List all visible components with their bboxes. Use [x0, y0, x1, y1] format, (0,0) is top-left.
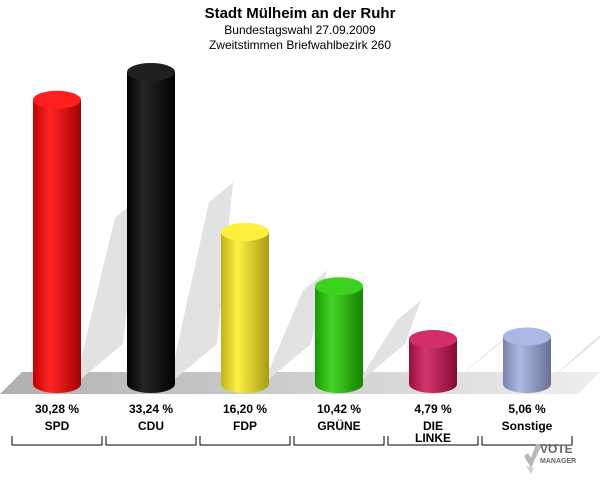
bar-cdu [127, 63, 233, 393]
value-label: 30,28 % [35, 402, 79, 416]
bar-body [409, 339, 457, 393]
bar-fdp [221, 222, 327, 393]
bar-body [221, 231, 269, 393]
bar-top [127, 63, 175, 81]
logo-text-vote: VOTE [540, 442, 573, 456]
bar-top [503, 327, 551, 346]
category-bracket [387, 436, 479, 446]
value-label: 4,79 % [414, 402, 452, 416]
bar-shadow [357, 300, 421, 384]
bar-sonstige [503, 327, 600, 393]
bar-body [503, 336, 551, 393]
value-label: 10,42 % [317, 402, 361, 416]
category-label: CDU [138, 419, 164, 433]
bar-body [33, 99, 81, 394]
category-label: Sonstige [502, 419, 553, 433]
category-bracket [293, 436, 385, 446]
category-label: GRÜNE [317, 418, 360, 433]
category-label: DIE [423, 419, 443, 433]
category-label: SPD [45, 419, 70, 433]
category-bracket [199, 436, 291, 446]
bar-grüne [315, 277, 421, 393]
value-label: 33,24 % [129, 402, 173, 416]
bar-shadow [263, 270, 327, 384]
chart-titles: Stadt Mülheim an der Ruhr Bundestagswahl… [0, 4, 600, 53]
bar-top [409, 330, 457, 349]
bar-top [315, 277, 363, 296]
bar-top [221, 222, 269, 241]
bar-body [315, 286, 363, 393]
bar-body [127, 72, 175, 393]
category-bracket [11, 436, 103, 446]
bar-spd [33, 90, 139, 394]
vote-manager-logo: VOTE MANAGER [522, 440, 600, 480]
logo-text-manager: MANAGER [540, 458, 577, 465]
value-label: 5,06 % [508, 402, 546, 416]
value-label: 16,20 % [223, 402, 267, 416]
category-label: LINKE [415, 431, 451, 445]
bar-shadow [451, 329, 515, 384]
checkmark-icon [524, 444, 542, 474]
category-label: FDP [233, 419, 257, 433]
chart-subtitle-district: Zweitstimmen Briefwahlbezirk 260 [208, 38, 392, 52]
chart-subtitle-date: Bundestagswahl 27.09.2009 [224, 23, 376, 37]
bar-top [33, 90, 81, 109]
bar-shadow [545, 335, 600, 384]
category-bracket [481, 436, 573, 446]
bar-die-linke [409, 329, 515, 393]
chart-title: Stadt Mülheim an der Ruhr [204, 5, 396, 22]
category-bracket [105, 436, 197, 446]
bar-shadow [169, 182, 233, 384]
bar-shadow [75, 197, 139, 384]
